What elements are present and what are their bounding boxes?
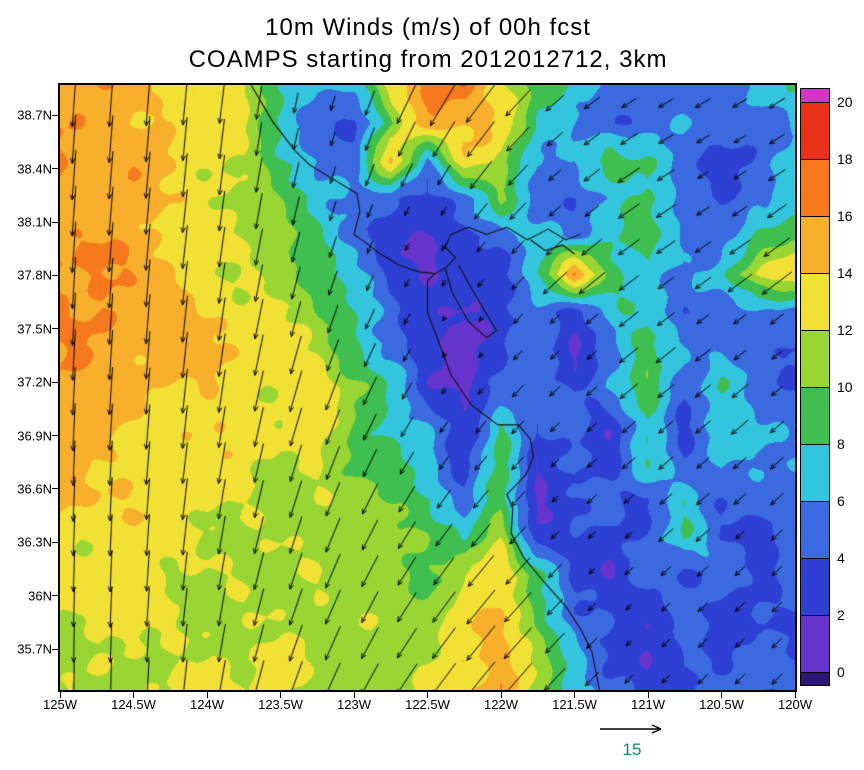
y-tick-mark [52,595,58,597]
colorbar-segment [801,159,829,216]
y-tick-mark [52,381,58,383]
colorbar-tick-label: 18 [837,151,853,167]
x-axis-label: 121W [631,697,665,712]
map-plot-area [58,83,797,692]
colorbar-segment [801,501,829,558]
colorbar-segment [801,444,829,501]
x-axis-label: 120W [778,697,812,712]
y-axis-label: 36.9N [17,428,52,444]
colorbar-segment [801,89,829,102]
y-tick-mark [52,274,58,276]
x-axis-label: 124.5W [111,697,156,712]
colorbar-tick-label: 4 [837,550,845,566]
colorbar-tick-label: 2 [837,607,845,623]
x-tick-mark [353,692,355,698]
colorbar-segment [801,387,829,444]
x-axis-label: 123.5W [258,697,303,712]
x-tick-mark [133,692,134,698]
colorbar [800,88,830,686]
reference-arrow-icon [600,724,662,734]
colorbar-segment [801,330,829,387]
y-tick-mark [52,435,58,437]
x-axis-label: 122.5W [405,697,450,712]
y-axis-label: 35.7N [17,641,52,657]
y-axis-label: 36.3N [17,534,52,550]
reference-vector-label: 15 [622,740,642,759]
x-tick-mark [500,692,502,698]
colorbar-segment [801,558,829,615]
x-axis-label: 125W [43,697,77,712]
colorbar-tick-label: 8 [837,436,845,452]
colorbar-segment [801,672,829,685]
colorbar-segment [801,216,829,273]
y-axis-label: 38.4N [17,161,52,177]
x-axis-label: 124W [190,697,224,712]
y-tick-mark [52,541,58,543]
y-tick-mark [52,221,58,223]
x-tick-mark [574,692,575,698]
colorbar-segment [801,615,829,672]
x-axis-label: 120.5W [699,697,744,712]
colorbar-tick-label: 16 [837,208,853,224]
y-axis-label: 37.5N [17,321,52,337]
x-axis-label: 121.5W [552,697,597,712]
colorbar-tick-label: 20 [837,94,853,110]
y-tick-mark [52,648,58,650]
colorbar-segment [801,273,829,330]
colorbar-tick-label: 12 [837,322,853,338]
y-axis-label: 38.7N [17,107,52,123]
y-axis-label: 37.8N [17,267,52,283]
y-axis-label: 37.2N [17,374,52,390]
title-line-1: 10m Winds (m/s) of 00h fcst [265,14,591,41]
colorbar-segment [801,102,829,159]
x-tick-mark [647,692,649,698]
colorbar-tick-label: 14 [837,265,853,281]
x-tick-mark [280,692,281,698]
x-tick-mark [59,692,61,698]
x-tick-mark [206,692,208,698]
x-tick-mark [427,692,428,698]
x-axis-label: 122W [484,697,518,712]
y-tick-mark [52,168,58,170]
title-line-2: COAMPS starting from 2012012712, 3km [188,46,668,73]
x-tick-mark [794,692,796,698]
y-tick-mark [52,328,58,330]
colorbar-tick-label: 0 [837,664,845,680]
figure-title: 10m Winds (m/s) of 00h fcst COAMPS start… [2,14,854,74]
y-tick-mark [52,488,58,490]
y-axis-label: 38.1N [17,214,52,230]
colorbar-tick-label: 6 [837,493,845,509]
y-axis-label: 36.6N [17,481,52,497]
colorbar-tick-label: 10 [837,379,853,395]
y-tick-mark [52,114,58,116]
reference-vector: 15 [596,722,668,760]
y-axis-label: 36N [28,588,52,604]
x-axis-label: 123W [337,697,371,712]
wind-map-canvas [60,85,795,690]
x-tick-mark [721,692,722,698]
